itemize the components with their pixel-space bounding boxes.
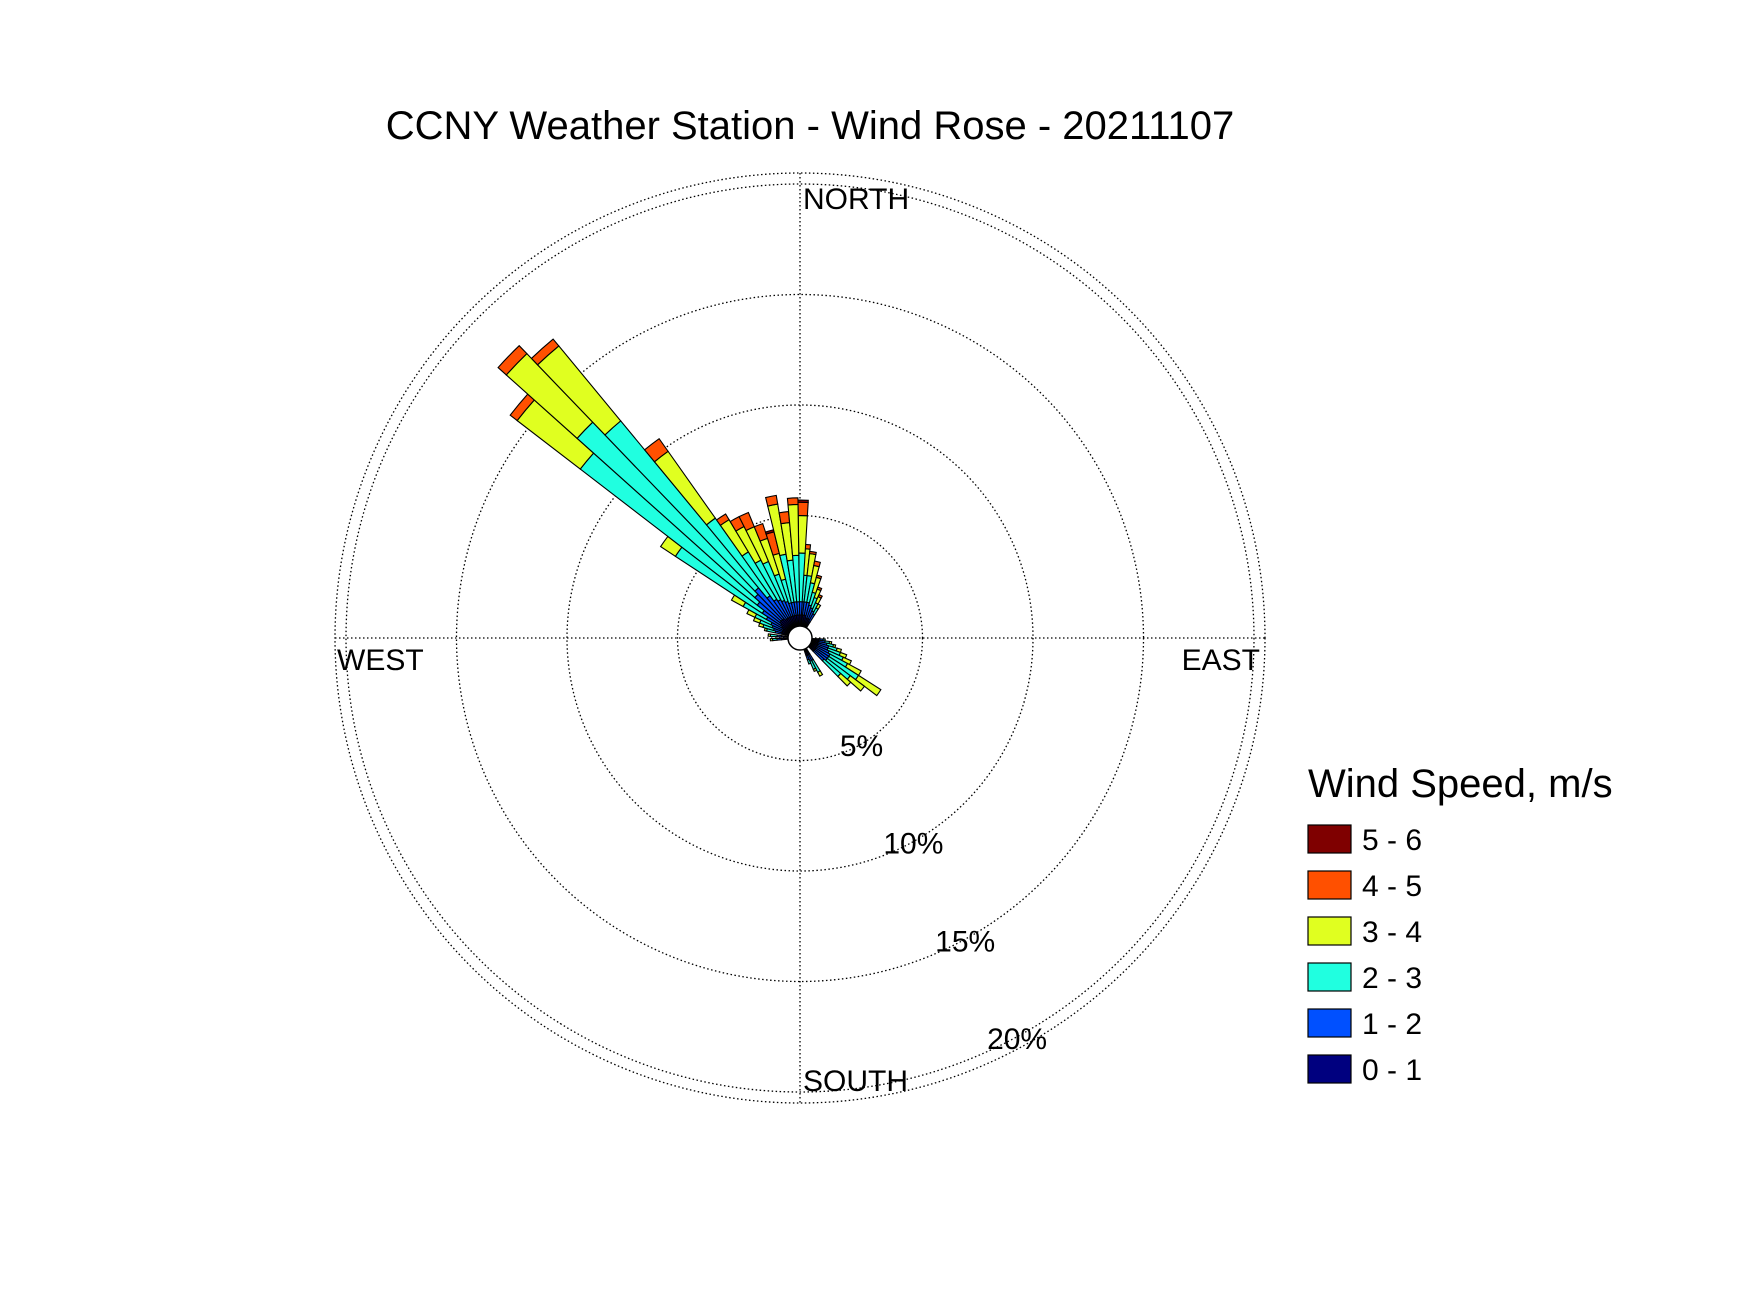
- radial-tick-label: 15%: [935, 925, 995, 958]
- grid-ring: [566, 404, 1034, 872]
- sector-segment: [497, 344, 528, 376]
- sector-segment: [816, 670, 824, 677]
- legend-swatch: [1307, 1054, 1352, 1084]
- chart-title: CCNY Weather Station - Wind Rose - 20211…: [386, 104, 1235, 148]
- sector-segment: [797, 499, 809, 504]
- sector-segment: [786, 497, 799, 506]
- label-south: SOUTH: [803, 1065, 908, 1098]
- grid-ring: [345, 183, 1255, 1093]
- sector-segment: [815, 574, 823, 580]
- label-east: EAST: [1182, 644, 1260, 677]
- sector-segment: [764, 494, 779, 507]
- sector-segment: [753, 522, 769, 542]
- sector-segment: [797, 514, 808, 554]
- legend-swatch: [1307, 870, 1352, 900]
- sector-segment: [643, 437, 669, 463]
- center-hub: [787, 625, 813, 651]
- legend-swatch: [1307, 962, 1352, 992]
- sector-segment: [715, 513, 730, 527]
- sector-segment: [854, 674, 882, 697]
- legend: Wind Speed, m/s 5 - 6 4 - 5 3 - 4 2 - 3 1 - …: [1307, 762, 1613, 1087]
- legend-label: 0 - 1: [1362, 1054, 1422, 1087]
- sector-segment: [846, 674, 866, 692]
- label-north: NORTH: [803, 183, 909, 216]
- label-west: WEST: [337, 644, 424, 677]
- sector-segment: [776, 637, 783, 641]
- sector-segment: [797, 501, 809, 517]
- radial-tick-labels: 5% 10% 15% 20%: [840, 730, 1047, 1056]
- sector-segment: [769, 637, 774, 642]
- sector-segment: [771, 637, 778, 642]
- legend-label: 5 - 6: [1362, 824, 1422, 857]
- sector-segment: [738, 511, 755, 532]
- sector-segment: [776, 634, 783, 638]
- sector-segment: [815, 603, 822, 610]
- sector-segment: [769, 633, 778, 638]
- legend-label: 3 - 4: [1362, 916, 1422, 949]
- radial-tick-label: 10%: [883, 828, 943, 861]
- radial-tick-label: 20%: [987, 1023, 1047, 1056]
- sector-segment: [812, 667, 818, 673]
- legend-swatch: [1307, 1008, 1352, 1038]
- legend-title: Wind Speed, m/s: [1308, 762, 1613, 806]
- legend-label: 1 - 2: [1362, 1008, 1422, 1041]
- sector-segment: [806, 658, 812, 665]
- sector-segment: [816, 586, 823, 592]
- sector-segment: [808, 550, 817, 556]
- sector-segment: [530, 338, 560, 366]
- sector-segment: [780, 637, 789, 641]
- sector-segment: [778, 511, 791, 525]
- sector-segment: [767, 633, 772, 637]
- wind-sectors: [497, 338, 882, 697]
- legend-swatch: [1307, 916, 1352, 946]
- legend-label: 2 - 3: [1362, 962, 1422, 995]
- radial-tick-label: 5%: [840, 730, 883, 763]
- sector-segment: [813, 560, 822, 568]
- sector-segment: [576, 421, 759, 599]
- legend-swatch: [1307, 824, 1352, 854]
- legend-label: 4 - 5: [1362, 870, 1422, 903]
- sector-segment: [817, 593, 823, 599]
- sector-segment: [837, 672, 852, 687]
